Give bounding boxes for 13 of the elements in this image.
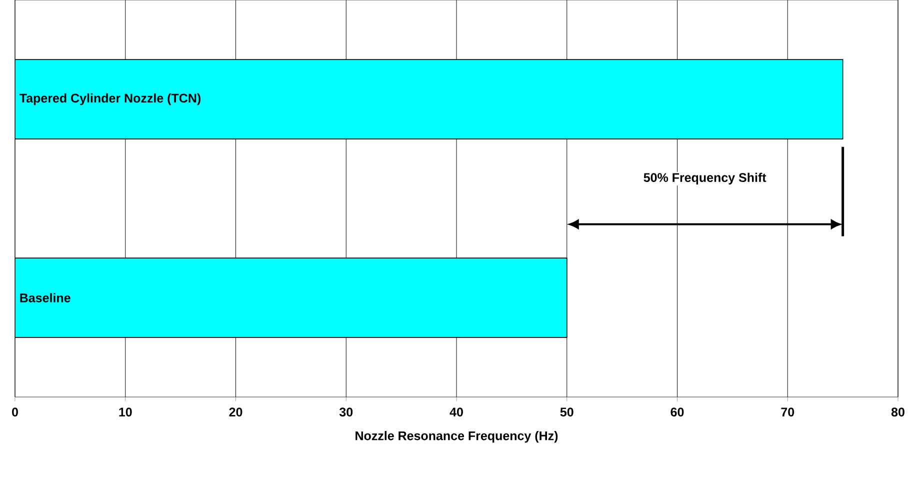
y-tick-label: Tapered Cylinder Nozzle (TCN) [20,93,200,106]
y-tick-label: Baseline [20,293,70,302]
x-tick-label: 40 [450,408,463,416]
annotation: 50% Frequency Shift [644,172,766,184]
x-tick-label: 20 [229,408,242,416]
x-tick-label: 80 [891,408,904,416]
x-tick-label: 30 [339,408,353,416]
x-tick-label: 50 [560,408,574,416]
x-tick-label: 70 [781,408,794,416]
x-tick-label: 10 [119,408,132,416]
x-tick-label: 0 [12,408,18,416]
x-axis-title: Nozzle Resonance Frequency (Hz) [356,431,558,443]
x-tick-label: 60 [670,408,684,416]
